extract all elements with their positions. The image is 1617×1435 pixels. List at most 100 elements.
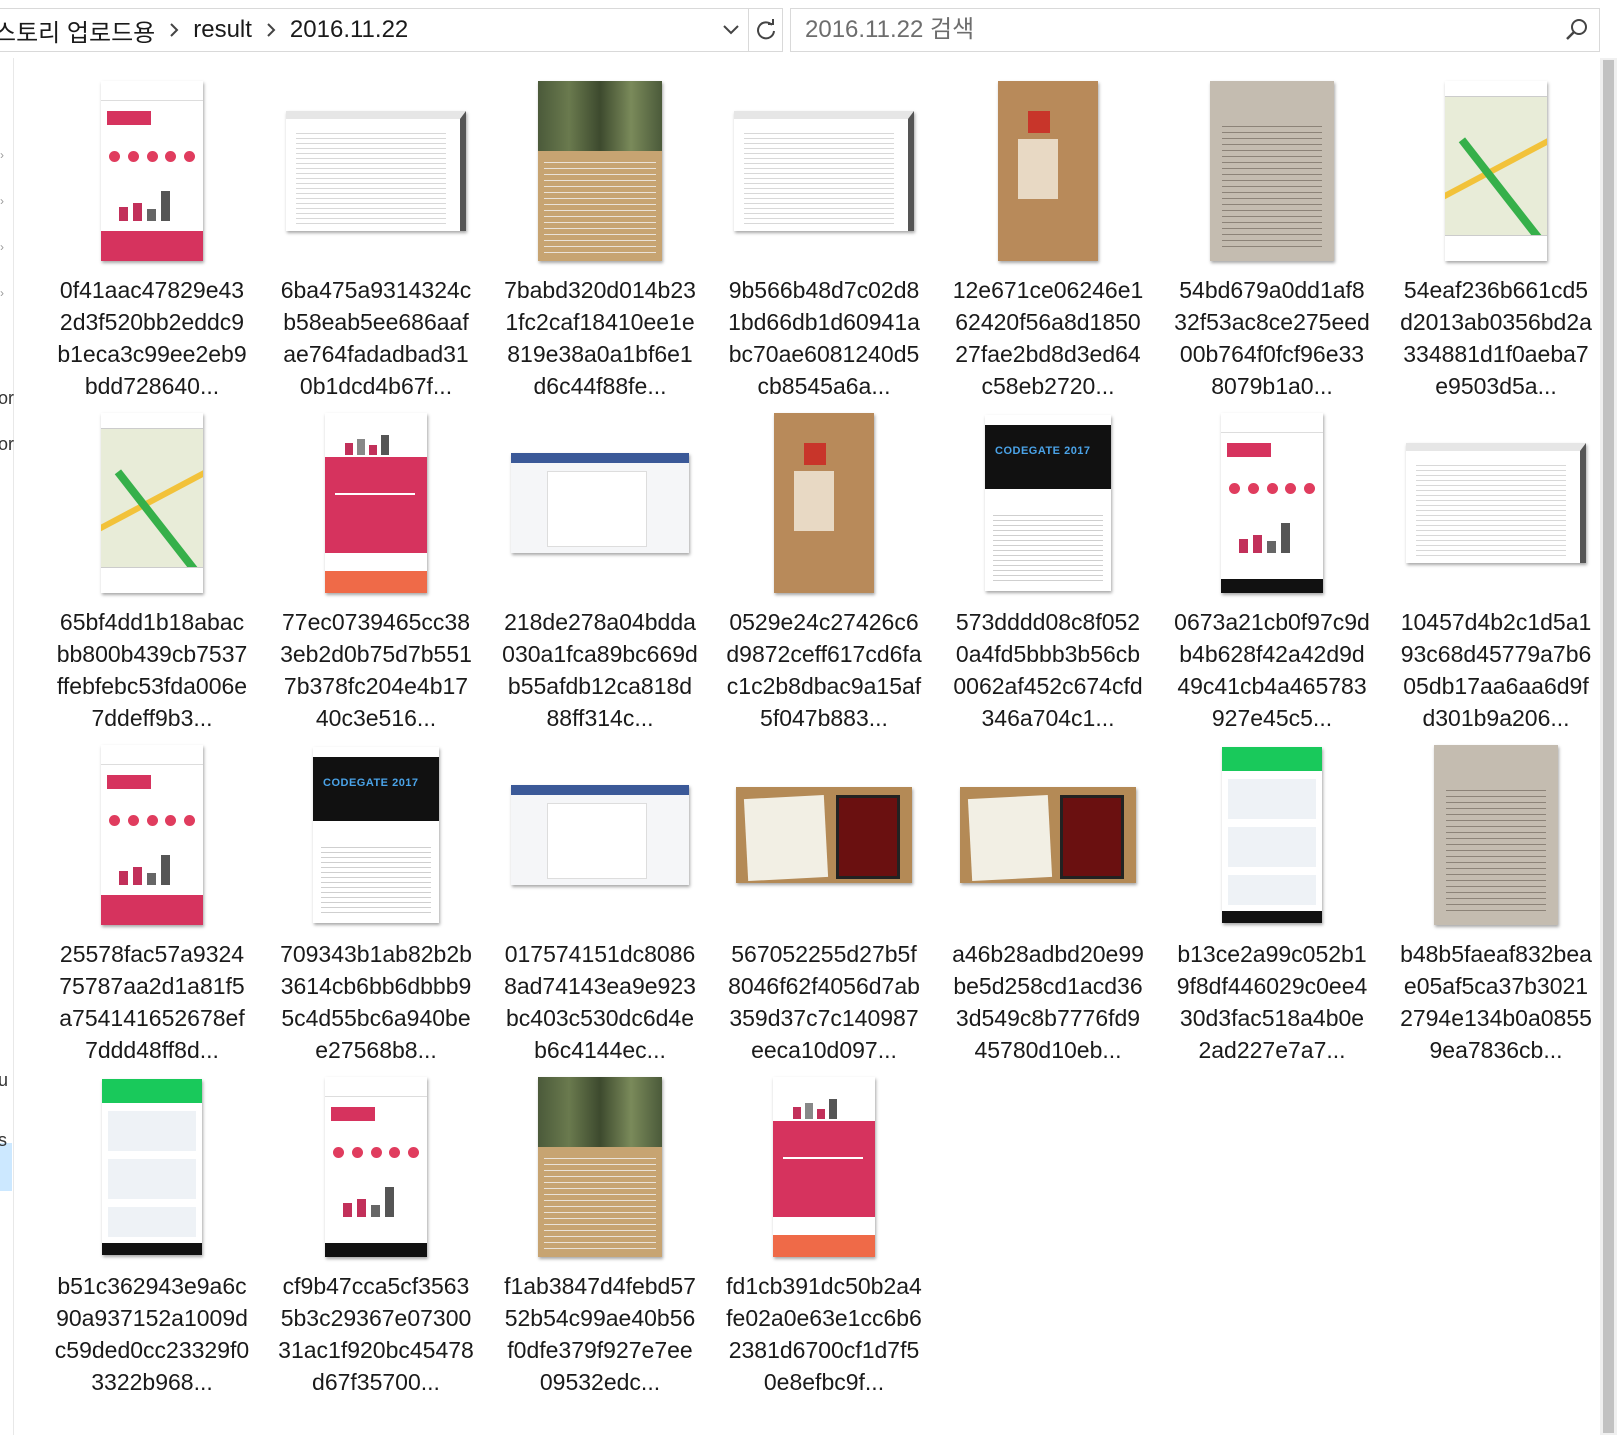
navigation-pane[interactable]: › › › › or or u s — [0, 58, 14, 1435]
file-item[interactable]: 0529e24c27426c6d9872ceff617cd6fac1c2b8db… — [712, 406, 936, 738]
file-name-label[interactable]: 12e671ce06246e162420f56a8d185027fae2bd8d… — [952, 277, 1144, 399]
file-thumbnail[interactable] — [1160, 74, 1384, 268]
file-thumbnail[interactable] — [40, 738, 264, 932]
file-item[interactable]: fd1cb391dc50b2a4fe02a0e63e1cc6b62381d670… — [712, 1070, 936, 1402]
nav-item-selected[interactable] — [0, 1143, 12, 1191]
file-thumbnail[interactable] — [712, 74, 936, 268]
file-item[interactable]: 017574151dc80868ad74143ea9e923bc403c530d… — [488, 738, 712, 1070]
file-name-label[interactable]: 54bd679a0dd1af832f53ac8ce275eed00b764f0f… — [1174, 277, 1370, 399]
nav-item-fragment[interactable]: s — [0, 1130, 7, 1150]
file-name-label[interactable]: b51c362943e9a6c90a937152a1009dc59ded0cc2… — [54, 1273, 250, 1395]
file-thumbnail[interactable] — [712, 406, 936, 600]
file-thumbnail[interactable] — [1384, 738, 1608, 932]
file-name-label[interactable]: 017574151dc80868ad74143ea9e923bc403c530d… — [504, 941, 696, 1063]
file-name-label[interactable]: b48b5faeaf832beae05af5ca37b30212794e134b… — [1400, 941, 1592, 1063]
chevron-right-icon[interactable] — [165, 22, 183, 38]
file-item[interactable]: 7babd320d014b231fc2caf18410ee1e819e38a0a… — [488, 74, 712, 406]
chevron-right-icon[interactable] — [262, 22, 280, 38]
thumbnail-award-photo — [960, 787, 1136, 883]
file-item[interactable]: a46b28adbd20e99be5d258cd1acd363d549c8b77… — [936, 738, 1160, 1070]
file-item[interactable]: 6ba475a9314324cb58eab5ee686aafae764fadad… — [264, 74, 488, 406]
file-thumbnail[interactable] — [264, 1070, 488, 1264]
file-item[interactable]: CODEGATE 2017 709343b1ab82b2b3614cb6bb6db… — [264, 738, 488, 1070]
file-name-label[interactable]: 6ba475a9314324cb58eab5ee686aafae764fadad… — [280, 277, 472, 399]
file-thumbnail[interactable] — [40, 406, 264, 600]
nav-item-fragment[interactable]: or — [0, 434, 15, 454]
file-name-label[interactable]: 0f41aac47829e432d3f520bb2eddc9b1eca3c99e… — [57, 277, 247, 399]
file-thumbnail[interactable] — [488, 738, 712, 932]
breadcrumb-item-result[interactable]: result — [193, 16, 252, 43]
file-thumbnail[interactable] — [1384, 74, 1608, 268]
file-name-label[interactable]: 65bf4dd1b18abacbb800b439cb7537ffebfebc53… — [56, 609, 248, 731]
file-thumbnail[interactable] — [936, 74, 1160, 268]
file-item[interactable]: CODEGATE 2017 573dddd08c8f0520a4fd5bbb3b5… — [936, 406, 1160, 738]
scrollbar-thumb[interactable] — [1603, 60, 1614, 1433]
refresh-icon[interactable] — [748, 9, 782, 51]
chevron-right-icon[interactable]: › — [0, 286, 4, 300]
file-item[interactable]: 12e671ce06246e162420f56a8d185027fae2bd8d… — [936, 74, 1160, 406]
file-item[interactable]: cf9b47cca5cf35635b3c29367e0730031ac1f920… — [264, 1070, 488, 1402]
chevron-right-icon[interactable]: › — [0, 240, 4, 254]
file-item[interactable]: b13ce2a99c052b19f8df446029c0ee430d3fac51… — [1160, 738, 1384, 1070]
file-item[interactable]: 54bd679a0dd1af832f53ac8ce275eed00b764f0f… — [1160, 74, 1384, 406]
search-input[interactable] — [791, 16, 1555, 44]
file-item[interactable]: 567052255d27b5f8046f62f4056d7ab359d37c7c… — [712, 738, 936, 1070]
chevron-right-icon[interactable]: › — [0, 148, 4, 162]
file-item[interactable]: 9b566b48d7c02d81bd66db1d60941abc70ae6081… — [712, 74, 936, 406]
file-item[interactable]: 65bf4dd1b18abacbb800b439cb7537ffebfebc53… — [40, 406, 264, 738]
search-icon[interactable] — [1555, 9, 1599, 51]
vertical-scrollbar[interactable] — [1600, 58, 1617, 1435]
file-thumbnail[interactable] — [40, 1070, 264, 1264]
file-item[interactable]: 0f41aac47829e432d3f520bb2eddc9b1eca3c99e… — [40, 74, 264, 406]
file-name-label[interactable]: 7babd320d014b231fc2caf18410ee1e819e38a0a… — [504, 277, 696, 399]
chevron-down-icon[interactable] — [714, 9, 748, 51]
file-name-label[interactable]: 10457d4b2c1d5a193c68d45779a7b605db17aa6a… — [1400, 609, 1592, 731]
file-thumbnail[interactable] — [1160, 406, 1384, 600]
file-name-label[interactable]: 77ec0739465cc383eb2d0b75d7b5517b378fc204… — [280, 609, 472, 731]
file-thumbnail[interactable] — [264, 406, 488, 600]
file-name-label[interactable]: a46b28adbd20e99be5d258cd1acd363d549c8b77… — [952, 941, 1144, 1063]
file-thumbnail[interactable] — [1160, 738, 1384, 932]
file-item[interactable]: 10457d4b2c1d5a193c68d45779a7b605db17aa6a… — [1384, 406, 1608, 738]
file-item[interactable]: 0673a21cb0f97c9db4b628f42a42d9d49c41cb4a… — [1160, 406, 1384, 738]
file-name-label[interactable]: 9b566b48d7c02d81bd66db1d60941abc70ae6081… — [728, 277, 920, 399]
file-name-label[interactable]: 567052255d27b5f8046f62f4056d7ab359d37c7c… — [728, 941, 920, 1063]
file-thumbnail[interactable] — [488, 74, 712, 268]
file-thumbnail[interactable] — [264, 74, 488, 268]
file-name-label[interactable]: 0673a21cb0f97c9db4b628f42a42d9d49c41cb4a… — [1174, 609, 1370, 731]
file-thumbnail[interactable] — [1384, 406, 1608, 600]
file-name-label[interactable]: f1ab3847d4febd5752b54c99ae40b56f0dfe379f… — [504, 1273, 696, 1395]
nav-item-fragment[interactable]: or — [0, 388, 15, 408]
file-name-label[interactable]: cf9b47cca5cf35635b3c29367e0730031ac1f920… — [278, 1273, 474, 1395]
file-item[interactable]: f1ab3847d4febd5752b54c99ae40b56f0dfe379f… — [488, 1070, 712, 1402]
file-item[interactable]: 218de278a04bdda030a1fca89bc669db55afdb12… — [488, 406, 712, 738]
file-item[interactable]: 77ec0739465cc383eb2d0b75d7b5517b378fc204… — [264, 406, 488, 738]
file-thumbnail[interactable] — [488, 406, 712, 600]
nav-item-fragment[interactable]: u — [0, 1070, 9, 1090]
file-name-label[interactable]: 54eaf236b661cd5d2013ab0356bd2a334881d1f0… — [1400, 277, 1592, 399]
file-item[interactable]: 54eaf236b661cd5d2013ab0356bd2a334881d1f0… — [1384, 74, 1608, 406]
breadcrumb-item-story-upload[interactable]: 스토리 업로드용 — [0, 19, 156, 47]
file-name-label[interactable]: fd1cb391dc50b2a4fe02a0e63e1cc6b62381d670… — [726, 1273, 922, 1395]
file-thumbnail[interactable]: CODEGATE 2017 — [264, 738, 488, 932]
file-name-label[interactable]: 25578fac57a932475787aa2d1a81f5a754141652… — [59, 941, 245, 1063]
file-name-label[interactable]: 0529e24c27426c6d9872ceff617cd6fac1c2b8db… — [726, 609, 922, 731]
file-thumbnail[interactable]: CODEGATE 2017 — [936, 406, 1160, 600]
file-item[interactable]: 25578fac57a932475787aa2d1a81f5a754141652… — [40, 738, 264, 1070]
breadcrumb-item-date-folder[interactable]: 2016.11.22 — [289, 16, 409, 43]
file-thumbnail[interactable] — [40, 74, 264, 268]
file-thumbnail[interactable] — [936, 738, 1160, 932]
thumbnail-book-page — [1210, 81, 1334, 261]
file-thumbnail[interactable] — [712, 1070, 936, 1264]
file-name-label[interactable]: 218de278a04bdda030a1fca89bc669db55afdb12… — [502, 609, 698, 731]
file-item[interactable]: b48b5faeaf832beae05af5ca37b30212794e134b… — [1384, 738, 1608, 1070]
file-name-label[interactable]: 709343b1ab82b2b3614cb6bb6dbbb95c4d55bc6a… — [280, 941, 472, 1063]
address-bar[interactable]: 스토리 업로드용 result 2016.11.22 — [0, 8, 783, 52]
file-thumbnail[interactable] — [712, 738, 936, 932]
file-item[interactable]: b51c362943e9a6c90a937152a1009dc59ded0cc2… — [40, 1070, 264, 1402]
file-name-label[interactable]: b13ce2a99c052b19f8df446029c0ee430d3fac51… — [1176, 941, 1368, 1063]
search-box[interactable] — [790, 8, 1600, 52]
chevron-right-icon[interactable]: › — [0, 194, 4, 208]
file-name-label[interactable]: 573dddd08c8f0520a4fd5bbb3b56cb0062af452c… — [953, 609, 1143, 731]
file-thumbnail[interactable] — [488, 1070, 712, 1264]
